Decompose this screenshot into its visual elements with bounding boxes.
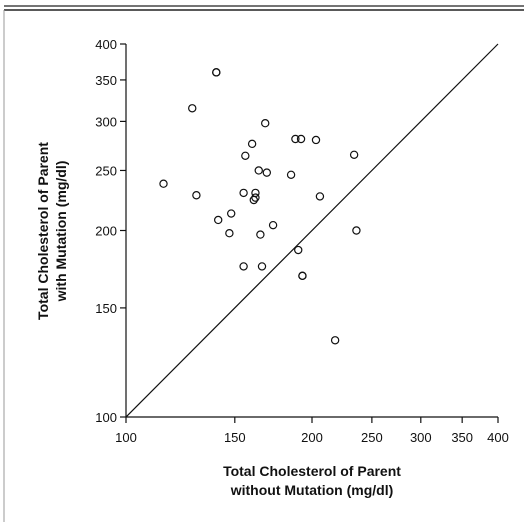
data-point: [315, 192, 325, 201]
data-point: [254, 166, 263, 175]
y-axis-title-line-1: Total Cholesterol of Parent: [35, 142, 51, 320]
data-point: [227, 209, 236, 218]
x-axis-title-line-1: Total Cholesterol of Parent: [223, 463, 401, 479]
data-point: [349, 150, 359, 159]
data-point: [261, 119, 270, 128]
data-point: [330, 336, 340, 345]
data-point: [296, 134, 306, 144]
y-tick-label: 350: [95, 73, 117, 88]
data-point: [257, 262, 267, 271]
x-tick-label: 150: [224, 430, 246, 445]
y-tick-label: 100: [95, 410, 117, 425]
x-axis-title-line-2: without Mutation (mg/dl): [230, 482, 394, 498]
x-tick-label: 200: [301, 430, 323, 445]
data-points: [159, 68, 361, 345]
data-point: [262, 168, 272, 177]
axes: 100 150 200 250 300 350 400 100 150 200 250 300 350 4…: [95, 37, 509, 445]
data-point: [251, 188, 260, 198]
data-point: [241, 151, 250, 160]
data-point: [256, 230, 265, 239]
data-point: [225, 229, 234, 238]
data-point: [251, 193, 260, 202]
data-point: [212, 68, 221, 77]
x-tick-label: 250: [361, 430, 383, 445]
x-tick-label: 400: [487, 430, 509, 445]
data-point: [239, 188, 248, 198]
data-point: [294, 245, 303, 255]
data-point: [192, 191, 201, 200]
x-tick-label: 350: [451, 430, 473, 445]
data-point: [247, 139, 257, 149]
plot-area: [125, 43, 499, 418]
y-tick-label: 300: [95, 114, 117, 129]
identity-line: [125, 43, 499, 418]
data-point: [298, 271, 307, 281]
y-tick-label: 250: [95, 163, 117, 178]
data-point: [352, 226, 361, 235]
data-point: [291, 134, 300, 144]
data-point: [213, 215, 223, 225]
data-point: [311, 135, 321, 145]
y-tick-label: 150: [95, 301, 117, 316]
data-point: [286, 170, 296, 180]
x-tick-label: 300: [410, 430, 432, 445]
data-point: [268, 220, 278, 230]
y-axis-title-line-2: with Mutation (mg/dl): [53, 161, 69, 303]
data-point: [239, 262, 248, 271]
data-point: [188, 104, 197, 113]
data-point: [159, 179, 168, 188]
x-tick-label: 100: [115, 430, 137, 445]
y-tick-label: 200: [95, 224, 117, 239]
y-tick-label: 400: [95, 37, 117, 52]
